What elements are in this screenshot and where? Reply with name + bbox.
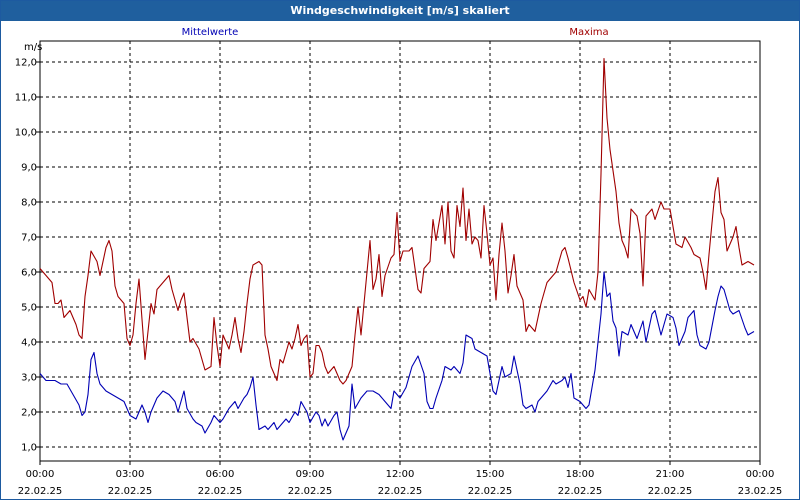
x-tick-date-label: 22.02.25 [108,486,153,497]
series-line-mittelwerte [39,271,755,441]
x-tick-time-label: 21:00 [656,469,685,480]
x-tick-date-label: 22.02.25 [648,486,693,497]
y-tick-label: 10,0 [15,128,37,139]
y-tick-label: 8,0 [21,198,37,209]
legend-mittelwerte: Mittelwerte [182,27,239,38]
x-tick-time-label: 18:00 [566,469,595,480]
y-tick-label: 4,0 [21,338,37,349]
y-axis-label: m/s [24,42,42,53]
x-tick-date-label: 22.02.25 [558,486,603,497]
x-tick-date-label: 22.02.25 [288,486,333,497]
x-tick-time-label: 00:00 [26,469,55,480]
x-tick-date-label: 22.02.25 [378,486,423,497]
legend-maxima: Maxima [569,27,608,38]
series-lines [39,57,755,441]
y-tick-label: 9,0 [21,163,37,174]
x-tick-time-label: 06:00 [206,469,235,480]
x-tick-date-label: 22.02.25 [468,486,513,497]
y-tick-label: 7,0 [21,233,37,244]
x-tick-time-label: 09:00 [296,469,325,480]
chart-title: Windgeschwindigkeit [m/s] skaliert [1,1,799,21]
y-tick-label: 3,0 [21,373,37,384]
y-tick-label: 6,0 [21,268,37,279]
grid-lines [40,41,760,461]
y-tick-label: 11,0 [15,93,37,104]
y-axis-ticks: 1,0 2,0 3,0 4,0 5,0 6,0 7,0 8,0 9,0 10,0 11,0 12,0 [15,58,40,454]
y-tick-label: 5,0 [21,303,37,314]
x-tick-time-label: 15:00 [476,469,505,480]
x-axis-ticks: 00:00 22.02.25 03:00 22.02.25 06:00 22.02.25 0… [18,461,783,497]
x-tick-date-label: 23.02.25 [738,486,783,497]
x-tick-date-label: 22.02.25 [198,486,243,497]
series-line-maxima [39,57,755,385]
x-tick-time-label: 12:00 [386,469,415,480]
x-tick-time-label: 00:00 [746,469,775,480]
x-tick-time-label: 03:00 [116,469,145,480]
y-tick-label: 1,0 [21,443,37,454]
y-tick-label: 12,0 [15,58,37,69]
y-tick-label: 2,0 [21,408,37,419]
x-tick-date-label: 22.02.25 [18,486,63,497]
